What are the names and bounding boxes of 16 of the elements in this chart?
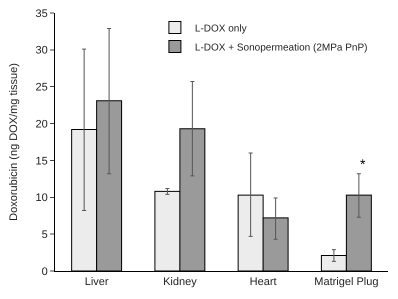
x-tick-label: Heart xyxy=(250,276,277,288)
y-tick-label: 30 xyxy=(36,44,48,57)
y-tick-label: 0 xyxy=(42,266,48,278)
y-tick-label: 25 xyxy=(36,82,48,94)
y-tick-label: 15 xyxy=(36,155,48,168)
x-tick-label: Liver xyxy=(84,276,109,288)
x-tick-label: Kidney xyxy=(163,276,198,288)
y-tick-label: 35 xyxy=(36,8,48,20)
y-tick-label: 20 xyxy=(36,118,48,130)
y-tick-label: 5 xyxy=(42,228,48,241)
y-axis-title: Doxorubicin (ng DOX/mg tissue) xyxy=(8,63,20,221)
legend-label: L-DOX + Sonopermeation (2MPa PnP) xyxy=(194,42,368,54)
legend-label: L-DOX only xyxy=(194,23,247,34)
y-tick-label: 10 xyxy=(36,192,48,204)
x-tick-label: Matrigel Plug xyxy=(314,276,378,288)
annotation: * xyxy=(360,156,366,172)
